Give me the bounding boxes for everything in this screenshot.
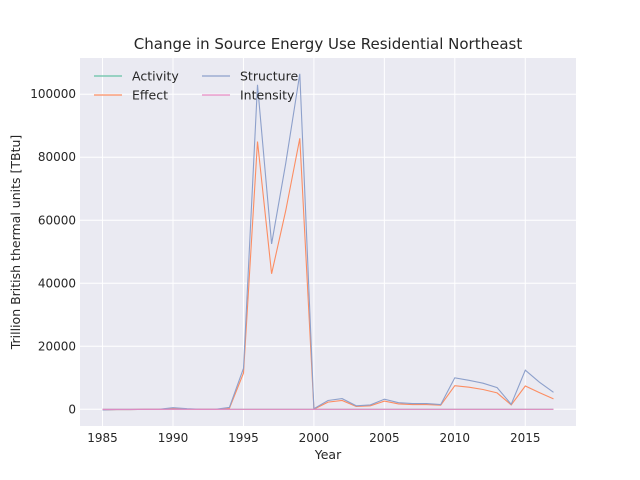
y-tick-label: 80000: [38, 150, 76, 164]
y-axis-label: Trillion British thermal units [TBtu]: [8, 135, 23, 351]
chart-title: Change in Source Energy Use Residential …: [134, 35, 523, 53]
y-tick-label: 0: [68, 402, 76, 416]
x-tick-label: 1985: [87, 431, 118, 445]
x-tick-label: 2010: [440, 431, 471, 445]
x-tick-label: 2005: [369, 431, 400, 445]
plot-area: [80, 58, 576, 426]
series-line-effect: [102, 138, 554, 411]
x-tick-label: 1995: [228, 431, 259, 445]
x-tick-label: 2000: [299, 431, 330, 445]
series-lines: [102, 73, 554, 411]
legend-label-activity: Activity: [132, 69, 179, 84]
legend-label-effect: Effect: [132, 88, 168, 103]
legend: Activity Effect Structure Intensity: [94, 69, 298, 103]
y-tick-label: 100000: [30, 87, 76, 101]
legend-label-structure: Structure: [240, 69, 298, 84]
y-tick-label: 20000: [38, 339, 76, 353]
x-axis-label: Year: [314, 447, 342, 462]
y-tick-label: 40000: [38, 276, 76, 290]
y-tick-label: 60000: [38, 213, 76, 227]
x-tick-label: 2015: [510, 431, 541, 445]
legend-label-intensity: Intensity: [240, 88, 295, 103]
x-axis-ticks: 1985 1990 1995 2000 2005 2010 2015: [87, 431, 540, 445]
series-line-structure: [102, 73, 554, 411]
y-axis-ticks: 0 20000 40000 60000 80000 100000: [30, 87, 76, 416]
x-tick-label: 1990: [158, 431, 189, 445]
